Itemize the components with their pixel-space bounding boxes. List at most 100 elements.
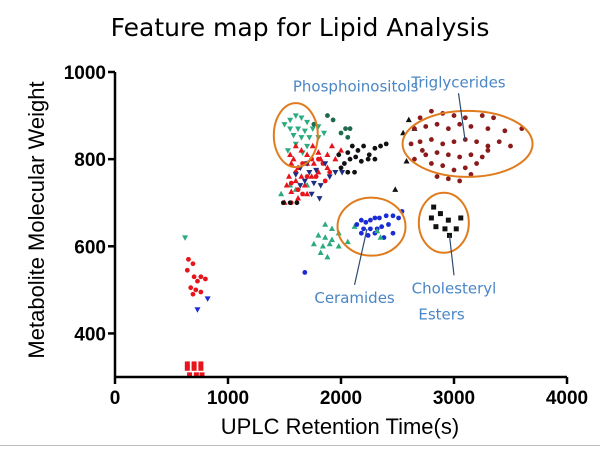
data-point <box>485 126 491 132</box>
highlight-circle <box>272 102 319 169</box>
data-point <box>383 213 389 219</box>
data-point <box>284 148 291 154</box>
data-point <box>468 124 474 129</box>
annotation-arrow <box>457 93 466 142</box>
x-tick-label: 0 <box>110 388 121 409</box>
data-point <box>491 115 496 121</box>
data-point <box>349 143 355 149</box>
data-point <box>315 168 322 175</box>
data-point <box>292 172 299 178</box>
data-point <box>288 180 294 186</box>
data-point <box>294 200 300 206</box>
data-point <box>445 217 451 223</box>
data-point <box>445 152 451 158</box>
data-point <box>327 169 333 175</box>
data-point <box>353 154 359 160</box>
data-point <box>462 165 468 171</box>
data-point <box>306 135 313 141</box>
y-tick-label: 800 <box>74 150 106 171</box>
data-point <box>468 171 474 177</box>
data-point <box>290 155 297 162</box>
data-point <box>287 126 294 132</box>
data-point <box>191 274 197 280</box>
data-point <box>288 188 295 195</box>
data-point <box>321 130 328 137</box>
data-point <box>429 137 434 142</box>
data-point <box>442 226 448 232</box>
data-point <box>451 113 457 118</box>
data-point <box>367 226 373 232</box>
data-point <box>423 124 429 129</box>
data-point <box>278 190 285 197</box>
x-tick-label: 4000 <box>546 388 588 409</box>
data-point <box>417 115 423 121</box>
data-point <box>355 148 361 153</box>
x-tick-label: 1000 <box>207 388 249 409</box>
data-point <box>184 267 190 273</box>
data-point <box>286 173 293 179</box>
data-point <box>345 169 351 175</box>
data-point <box>457 154 463 160</box>
data-point <box>198 361 204 367</box>
plot-area <box>182 108 525 378</box>
data-point <box>336 152 342 158</box>
bottom-divider <box>0 445 600 446</box>
data-point <box>429 161 434 166</box>
data-point <box>310 180 317 187</box>
annotation-label: Ceramides <box>314 289 395 307</box>
annotation-arrow <box>353 228 368 286</box>
data-point <box>298 135 305 141</box>
annotation-arrow <box>448 235 455 276</box>
data-point <box>310 160 317 166</box>
data-point <box>322 161 329 167</box>
data-point <box>347 126 353 132</box>
data-point <box>322 234 329 240</box>
data-point <box>311 121 317 127</box>
data-point <box>345 134 351 140</box>
data-point <box>325 113 330 118</box>
data-point <box>434 174 440 179</box>
data-point <box>328 236 335 242</box>
data-point <box>434 150 440 156</box>
data-point <box>392 186 399 192</box>
data-point <box>313 174 319 179</box>
y-tick-label: 600 <box>74 237 106 258</box>
data-point <box>195 278 200 284</box>
data-point <box>374 227 381 234</box>
data-point <box>302 270 308 275</box>
data-point <box>423 152 429 158</box>
data-point <box>317 183 324 189</box>
x-tick-label: 2000 <box>320 388 362 409</box>
data-point <box>316 156 321 162</box>
data-point <box>295 195 302 201</box>
data-point <box>280 200 286 206</box>
data-point <box>335 242 342 249</box>
data-point <box>445 176 451 182</box>
data-point <box>428 215 434 221</box>
data-point <box>304 151 311 157</box>
data-point <box>417 139 423 145</box>
data-point <box>358 230 364 236</box>
data-point <box>412 126 417 132</box>
data-point <box>361 143 366 149</box>
highlight-circle <box>401 109 534 178</box>
chart-title: Feature map for Lipid Analysis <box>111 13 490 42</box>
data-point <box>451 139 457 145</box>
data-point <box>502 128 508 134</box>
data-point <box>390 230 396 236</box>
data-point <box>408 141 414 147</box>
data-point <box>204 296 211 302</box>
data-point <box>379 224 385 230</box>
data-point <box>309 126 316 132</box>
data-point <box>358 217 364 223</box>
annotation-label: Cholesteryl <box>412 279 497 297</box>
data-point <box>412 156 417 162</box>
data-point <box>485 148 491 153</box>
data-point <box>199 372 205 378</box>
axis-ticks: 0 1000 2000 3000 4000 400 600 800 1000 <box>64 63 588 409</box>
data-point <box>184 365 190 371</box>
data-point <box>287 151 294 157</box>
data-point <box>474 161 479 166</box>
data-point <box>347 156 353 162</box>
